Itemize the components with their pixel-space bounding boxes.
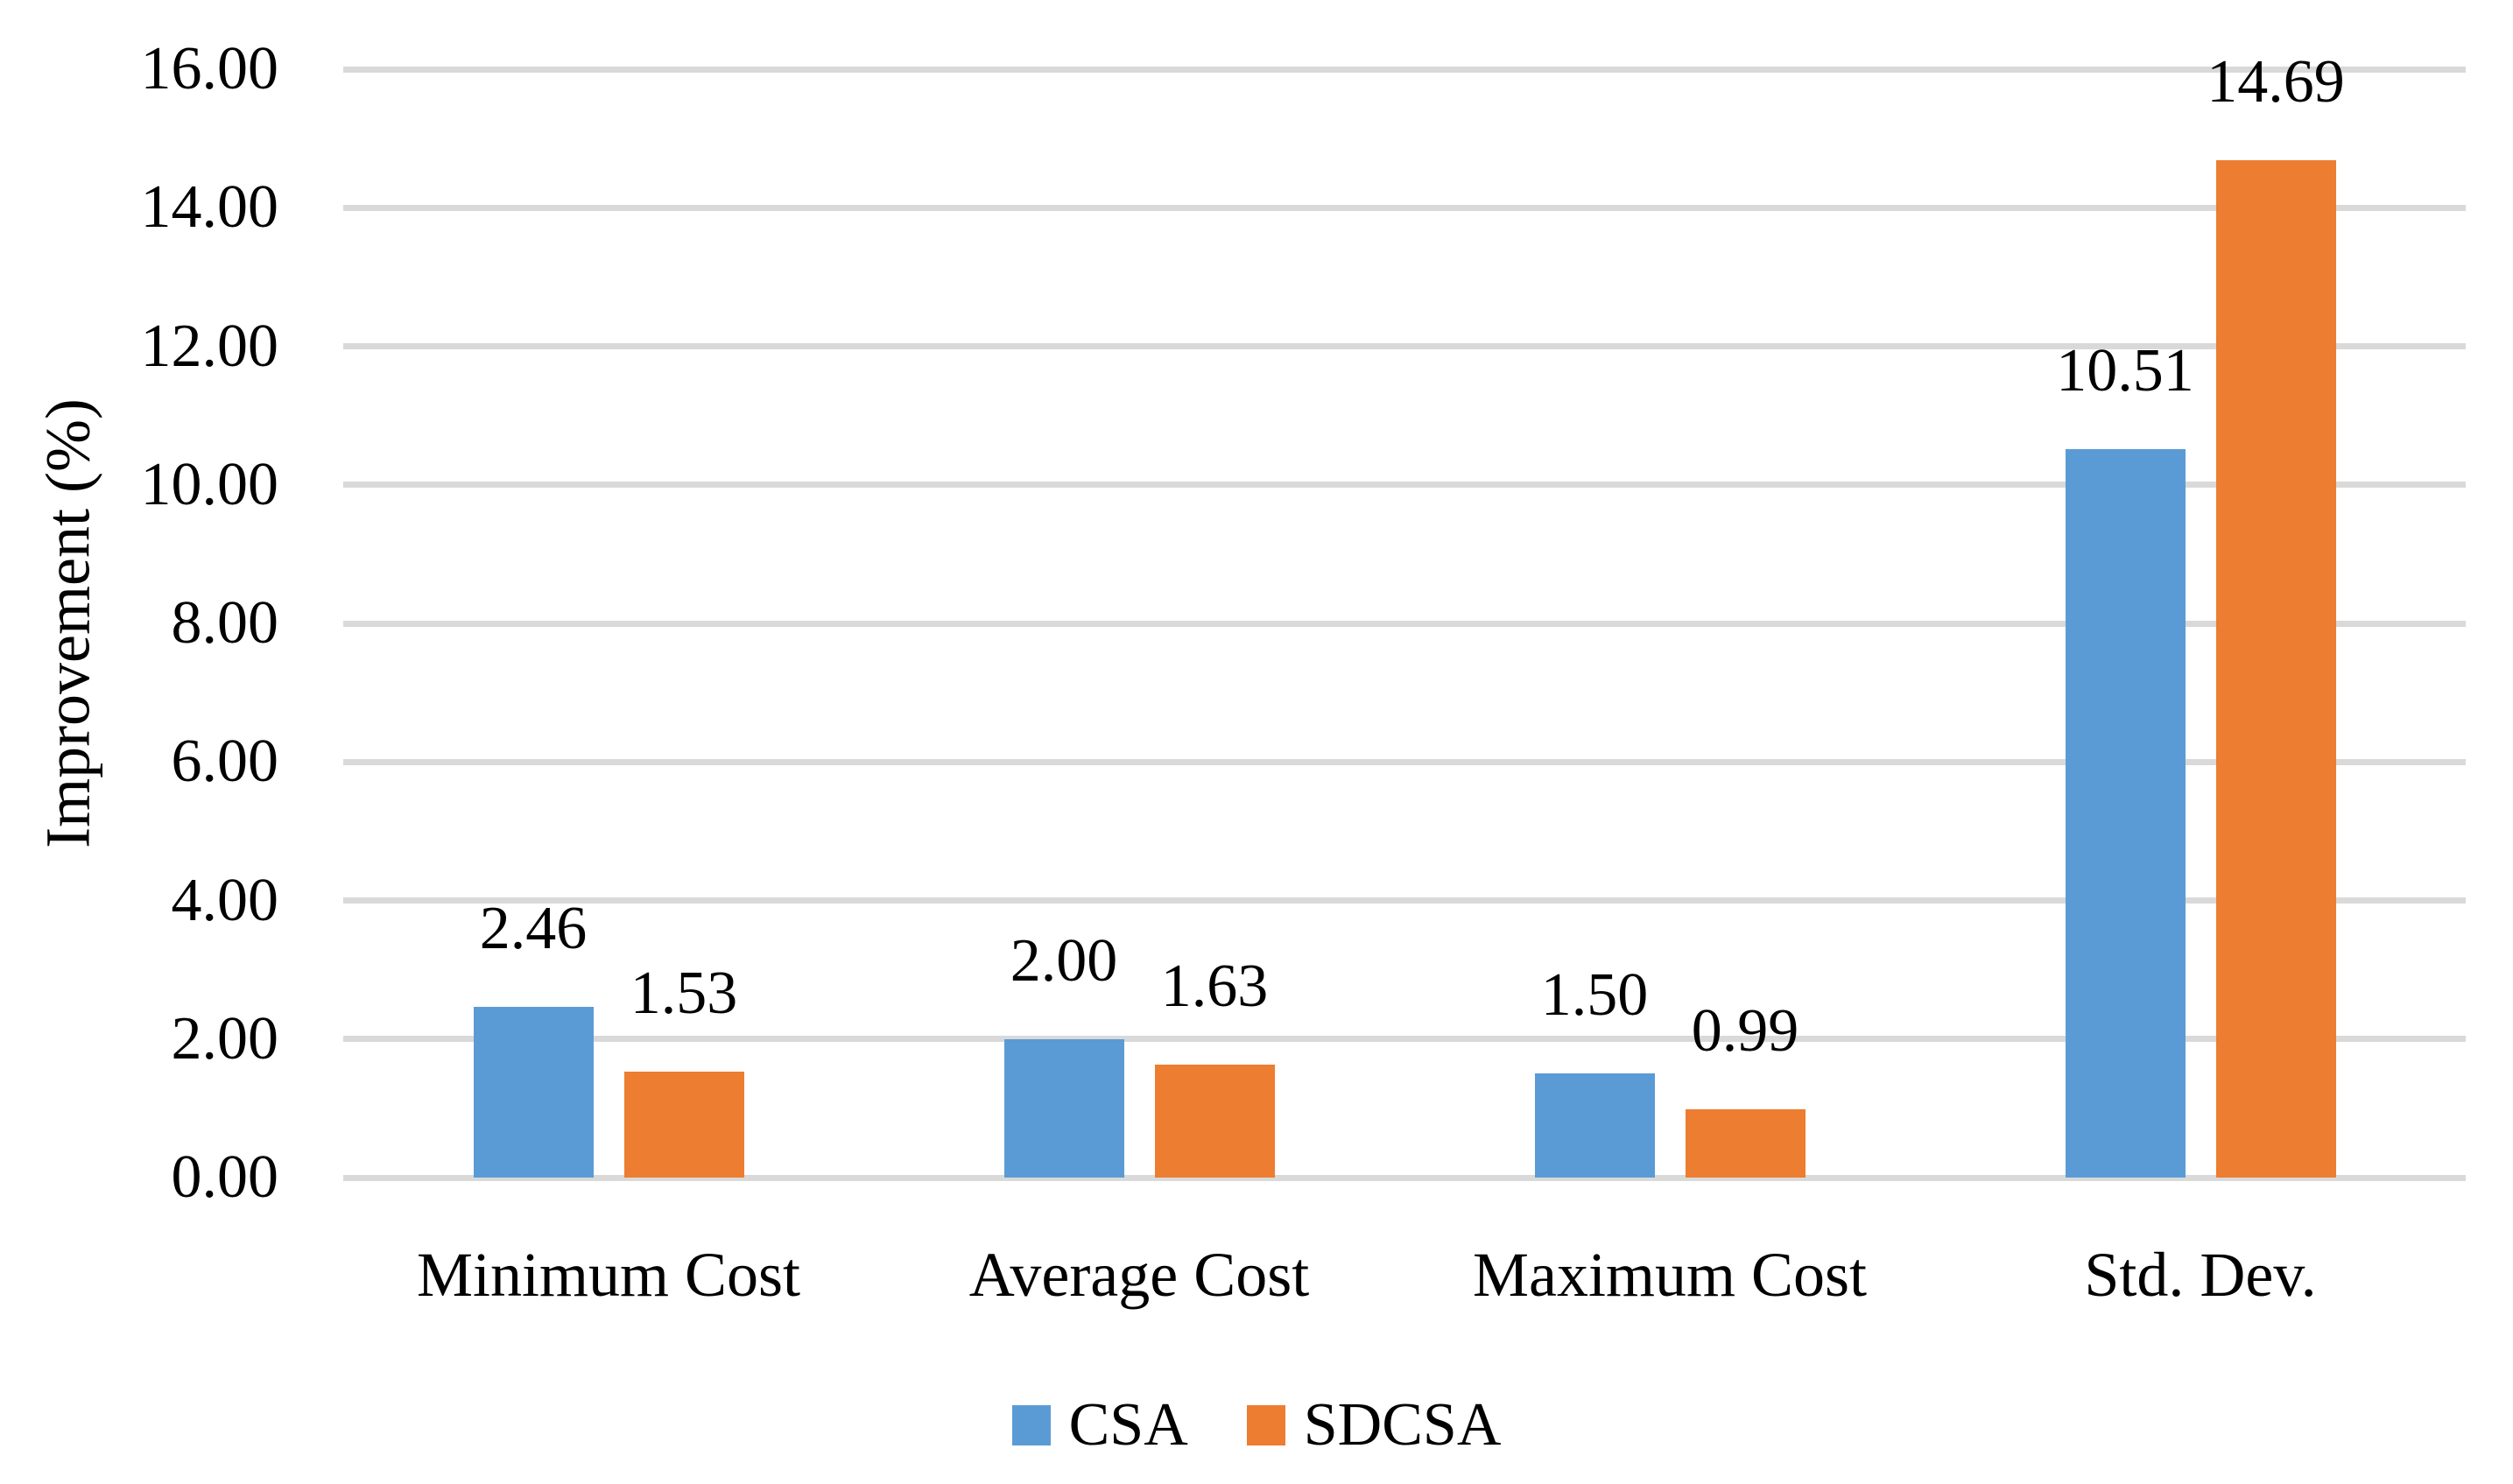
legend-label-sdcsa: SDCSA xyxy=(1303,1391,1502,1459)
bar-csa-std-dev xyxy=(2065,449,2186,1178)
legend: CSA SDCSA xyxy=(0,1394,2513,1457)
bar-value-label: 1.53 xyxy=(630,959,738,1027)
y-tick-label: 6.00 xyxy=(171,728,279,796)
y-tick-label: 4.00 xyxy=(171,866,279,934)
bar-csa-average-cost xyxy=(1003,1038,1124,1178)
gridline xyxy=(343,1174,2466,1181)
category-label-minimum-cost: Minimum Cost xyxy=(416,1240,801,1310)
bar-sdcsa-maximum-cost xyxy=(1685,1108,1806,1178)
y-tick-label: 0.00 xyxy=(171,1143,279,1211)
bar-value-label: 1.63 xyxy=(1160,953,1269,1021)
bar-value-label: 1.50 xyxy=(1540,961,1649,1030)
y-tick-label: 2.00 xyxy=(171,1004,279,1073)
bar-sdcsa-std-dev xyxy=(2215,159,2336,1178)
legend-swatch-sdcsa xyxy=(1246,1405,1285,1445)
bar-csa-minimum-cost xyxy=(473,1007,594,1178)
legend-item-sdcsa: SDCSA xyxy=(1246,1391,1502,1459)
gridline xyxy=(343,620,2466,627)
bar-csa-maximum-cost xyxy=(1534,1073,1655,1178)
bar-sdcsa-average-cost xyxy=(1154,1065,1275,1178)
gridline xyxy=(343,1036,2466,1043)
gridline xyxy=(343,66,2466,73)
bar-value-label: 10.51 xyxy=(2056,337,2194,405)
legend-item-csa: CSA xyxy=(1011,1391,1188,1459)
y-tick-label: 8.00 xyxy=(171,589,279,657)
y-tick-label: 14.00 xyxy=(140,173,279,242)
gridline xyxy=(343,482,2466,489)
y-tick-label: 12.00 xyxy=(140,312,279,380)
legend-label-csa: CSA xyxy=(1068,1391,1188,1459)
y-tick-label: 10.00 xyxy=(140,450,279,518)
bar-value-label: 0.99 xyxy=(1691,996,1799,1065)
gridline xyxy=(343,897,2466,904)
bar-value-label: 14.69 xyxy=(2207,47,2345,116)
category-label-maximum-cost: Maximum Cost xyxy=(1472,1240,1868,1310)
gridline xyxy=(343,204,2466,211)
bar-value-label: 2.46 xyxy=(479,895,588,963)
category-label-average-cost: Average Cost xyxy=(968,1240,1310,1310)
y-tick-label: 16.00 xyxy=(140,35,279,102)
gridline xyxy=(343,758,2466,765)
category-label-std-dev: Std. Dev. xyxy=(2084,1240,2317,1310)
gridline xyxy=(343,343,2466,349)
bar-value-label: 2.00 xyxy=(1010,926,1118,995)
legend-swatch-csa xyxy=(1011,1405,1051,1445)
bar-sdcsa-minimum-cost xyxy=(623,1071,744,1178)
